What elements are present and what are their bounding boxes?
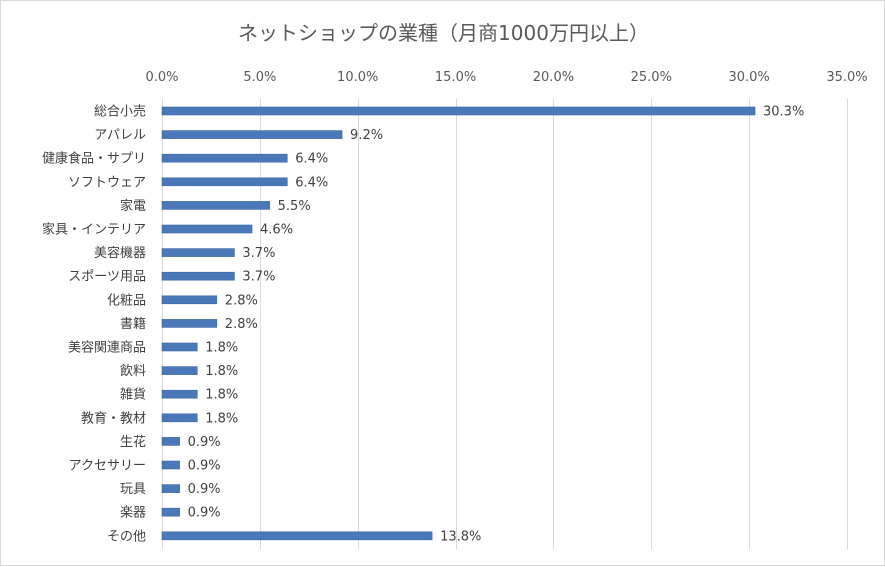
data-label: 1.8% bbox=[205, 341, 238, 356]
category-label: 総合小売 bbox=[94, 104, 146, 120]
category-label: 雑貨 bbox=[120, 387, 146, 403]
category-label: 生花 bbox=[120, 434, 146, 450]
x-tick-label: 0.0% bbox=[145, 70, 178, 85]
chart-title: ネットショップの業種（月商1000万円以上） bbox=[238, 21, 649, 45]
data-label: 0.9% bbox=[188, 506, 221, 521]
bar-15 bbox=[161, 460, 180, 470]
data-label: 3.7% bbox=[242, 246, 275, 261]
data-label: 5.5% bbox=[278, 199, 311, 214]
bar-14 bbox=[161, 437, 180, 446]
category-label: 楽器 bbox=[120, 505, 146, 521]
bar-8 bbox=[161, 295, 218, 305]
category-label: スポーツ用品 bbox=[68, 270, 146, 285]
category-label: 書籍 bbox=[120, 316, 146, 332]
data-label: 2.8% bbox=[225, 293, 258, 308]
bar-11 bbox=[161, 366, 198, 375]
data-label: 4.6% bbox=[260, 223, 293, 238]
x-tick-label: 25.0% bbox=[631, 70, 672, 85]
data-labels: 30.3% 9.2% 6.4% 6.4% 5.5% 4.6% 3.7% 3.7% 2.8% 2.8… bbox=[188, 105, 805, 545]
data-label: 1.8% bbox=[205, 388, 238, 403]
bar-10 bbox=[161, 342, 198, 352]
bar-0 bbox=[161, 106, 756, 116]
category-label: 美容機器 bbox=[94, 245, 146, 261]
bar-2 bbox=[161, 153, 288, 163]
bar-3 bbox=[161, 177, 288, 187]
data-label: 2.8% bbox=[225, 317, 258, 332]
bar-7 bbox=[161, 271, 235, 281]
category-label: アクセサリー bbox=[69, 459, 146, 474]
x-tick-label: 15.0% bbox=[435, 70, 476, 85]
category-label: アパレル bbox=[94, 128, 146, 143]
bar-12 bbox=[161, 389, 198, 399]
data-label: 1.8% bbox=[205, 411, 238, 426]
category-label: 教育・教材 bbox=[81, 410, 146, 426]
x-tick-label: 30.0% bbox=[728, 70, 769, 85]
grid-lines bbox=[162, 99, 848, 549]
bar-6 bbox=[161, 248, 235, 257]
category-label: ソフトウェア bbox=[68, 175, 146, 190]
category-label: 美容関連商品 bbox=[68, 340, 146, 356]
data-label: 9.2% bbox=[350, 128, 383, 143]
category-labels: 総合小売アパレル健康食品・サプリソフトウェア家電家具・インテリア美容機器スポーツ… bbox=[42, 104, 146, 545]
bar-18 bbox=[161, 531, 433, 541]
data-label: 0.9% bbox=[188, 435, 221, 450]
category-label: 化粧品 bbox=[107, 293, 146, 308]
category-label: 家電 bbox=[120, 198, 146, 214]
bar-13 bbox=[161, 413, 198, 423]
category-label: 玩具 bbox=[120, 482, 146, 497]
data-label: 1.8% bbox=[205, 364, 238, 379]
category-label: 健康食品・サプリ bbox=[42, 151, 146, 167]
bar-5 bbox=[161, 224, 253, 234]
data-label: 0.9% bbox=[188, 459, 221, 474]
data-label: 13.8% bbox=[440, 529, 481, 544]
x-tick-label: 35.0% bbox=[826, 70, 867, 85]
bar-17 bbox=[161, 507, 180, 517]
data-label: 6.4% bbox=[295, 152, 328, 167]
x-tick-label: 10.0% bbox=[337, 70, 378, 85]
data-label: 3.7% bbox=[242, 270, 275, 285]
data-label: 30.3% bbox=[763, 105, 804, 120]
bars bbox=[161, 106, 756, 541]
category-label: その他 bbox=[107, 529, 146, 544]
bar-9 bbox=[161, 319, 218, 328]
category-label: 飲料 bbox=[120, 363, 146, 379]
x-axis-tick-labels: 0.0% 5.0% 10.0% 15.0% 20.0% 25.0% 30.0% 35.0% bbox=[145, 70, 867, 85]
bar-1 bbox=[161, 130, 343, 139]
category-label: 家具・インテリア bbox=[42, 222, 146, 238]
data-label: 0.9% bbox=[188, 482, 221, 497]
x-tick-label: 5.0% bbox=[243, 70, 276, 85]
data-label: 6.4% bbox=[295, 175, 328, 190]
x-tick-label: 20.0% bbox=[533, 70, 574, 85]
bar-4 bbox=[161, 201, 270, 210]
bar-16 bbox=[161, 484, 180, 493]
